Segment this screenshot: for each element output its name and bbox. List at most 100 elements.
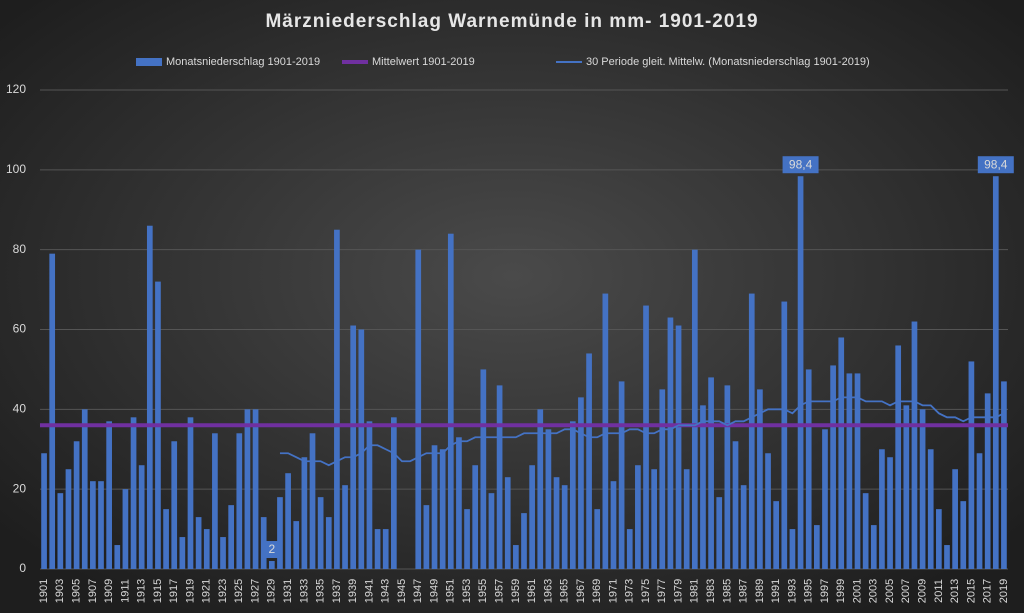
bar: [569, 421, 576, 569]
bar: [805, 369, 812, 569]
bar: [81, 409, 88, 569]
bar: [49, 253, 56, 570]
data-label-box: [782, 156, 819, 174]
bar: [789, 529, 796, 569]
bar: [285, 473, 291, 569]
bar: [513, 545, 519, 569]
bar: [480, 369, 487, 569]
x-tick-label: 1993: [786, 579, 798, 603]
x-tick-label: 2011: [933, 579, 945, 603]
y-tick-label: 0: [19, 561, 26, 575]
x-tick-label: 1909: [103, 579, 115, 603]
bar: [626, 529, 633, 569]
bar: [724, 385, 731, 569]
x-tick-label: 1973: [624, 579, 636, 603]
bar: [838, 337, 845, 569]
bar: [472, 465, 479, 569]
x-tick-label: 2015: [965, 579, 977, 603]
bar: [757, 389, 763, 569]
bar: [927, 449, 934, 569]
y-tick-label: 120: [6, 82, 26, 96]
bar: [659, 389, 666, 569]
x-tick-label: 1955: [477, 579, 489, 603]
bar: [822, 429, 828, 569]
bar: [496, 385, 503, 569]
x-tick-label: 1939: [347, 579, 359, 603]
bar: [610, 481, 617, 569]
bar: [854, 373, 861, 569]
x-tick-label: 1943: [380, 579, 392, 603]
bar: [301, 457, 308, 569]
bar: [464, 509, 470, 569]
x-tick-label: 1961: [526, 579, 538, 603]
bar: [1001, 381, 1007, 569]
x-tick-label: 1951: [445, 579, 457, 603]
x-tick-label: 1995: [803, 579, 815, 603]
bar: [911, 321, 918, 569]
x-tick-label: 2013: [949, 579, 961, 603]
x-tick-label: 1971: [607, 579, 619, 603]
data-label: 2: [268, 542, 275, 556]
x-tick-label: 1963: [542, 579, 554, 603]
bar: [545, 429, 552, 569]
x-tick-label: 1935: [315, 579, 327, 603]
bar: [887, 457, 893, 569]
legend-label: 30 Periode gleit. Mittelw. (Monatsnieder…: [586, 56, 870, 68]
bar: [561, 485, 568, 569]
x-tick-label: 1977: [656, 579, 668, 603]
x-tick-label: 2003: [868, 579, 880, 603]
x-tick-label: 1957: [494, 579, 506, 603]
bar: [187, 417, 194, 569]
data-label-box: [264, 541, 280, 559]
bar: [260, 517, 267, 569]
bar: [602, 293, 609, 569]
x-tick-label: 1981: [689, 579, 701, 603]
data-label: 98,4: [984, 157, 1008, 171]
bar: [252, 409, 259, 569]
bar: [903, 405, 910, 569]
bar: [643, 305, 649, 569]
bar: [244, 409, 251, 569]
bar: [781, 301, 788, 569]
legend-swatch: [136, 58, 162, 66]
x-tick-label: 1901: [38, 579, 50, 603]
x-tick-label: 1931: [282, 579, 294, 603]
bar: [992, 176, 999, 569]
x-tick-label: 1975: [640, 579, 652, 603]
bar: [277, 497, 283, 569]
bar: [447, 233, 454, 569]
bar: [195, 517, 202, 569]
x-tick-label: 1959: [510, 579, 522, 603]
x-tick-label: 1921: [201, 579, 213, 603]
bar: [879, 449, 885, 569]
x-tick-label: 2019: [998, 579, 1010, 603]
bar: [740, 485, 747, 569]
bar: [870, 525, 877, 569]
bar: [529, 465, 535, 569]
bar: [138, 465, 145, 569]
bar: [41, 453, 47, 569]
x-tick-label: 1933: [298, 579, 310, 603]
bar: [553, 477, 560, 569]
bar: [431, 445, 438, 569]
bar: [708, 377, 714, 569]
x-tick-label: 1941: [363, 579, 375, 603]
bar: [748, 293, 755, 569]
bar: [895, 345, 902, 569]
data-label-box: [977, 156, 1014, 174]
bar: [691, 249, 698, 569]
bar: [309, 433, 316, 569]
x-tick-label: 1929: [266, 579, 278, 603]
bar: [586, 353, 592, 569]
bar: [374, 529, 381, 569]
x-tick-label: 2001: [851, 579, 863, 603]
bar: [846, 373, 853, 569]
bar: [594, 509, 601, 569]
bar: [317, 497, 324, 569]
bar: [163, 509, 169, 569]
bar: [342, 485, 348, 569]
bar: [334, 229, 340, 570]
x-tick-label: 1965: [559, 579, 571, 603]
